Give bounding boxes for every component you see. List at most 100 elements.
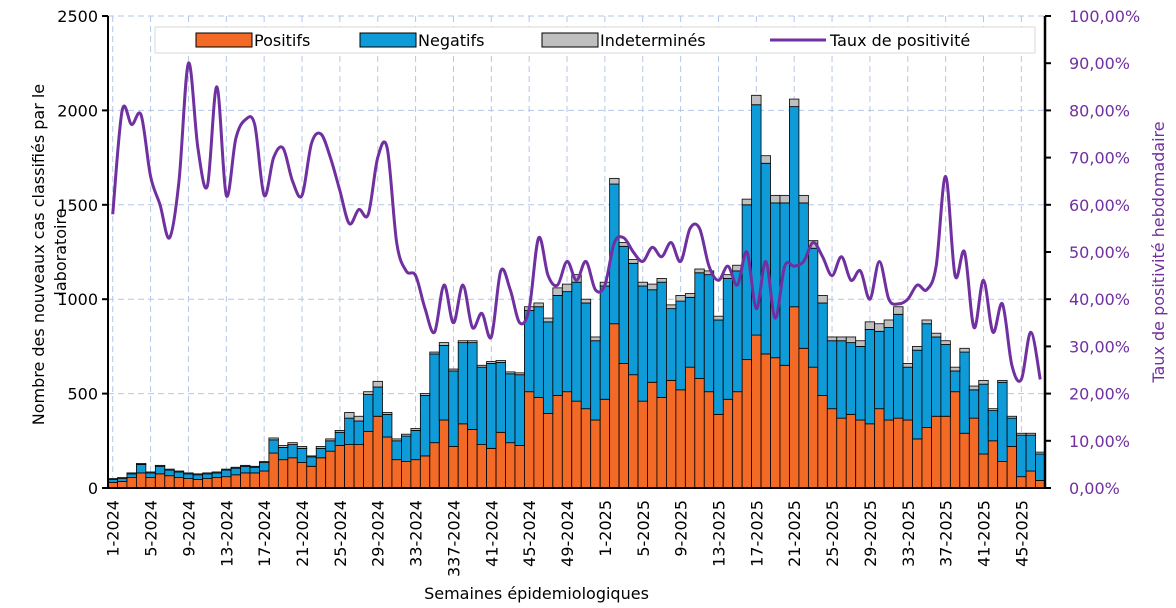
bar	[1035, 451, 1046, 455]
bar	[931, 336, 942, 417]
bar	[789, 106, 800, 308]
x-tick-label: 29-2025	[861, 500, 880, 567]
bar	[221, 468, 232, 471]
legend-swatch	[359, 32, 417, 48]
bar	[647, 289, 658, 383]
y-tick-label: 500	[67, 385, 98, 404]
bar	[457, 340, 469, 344]
bar	[874, 330, 885, 410]
bar	[486, 361, 497, 364]
bar	[315, 446, 327, 449]
bar	[959, 351, 970, 434]
bar	[363, 391, 374, 395]
bar	[817, 295, 828, 304]
bar	[845, 342, 857, 415]
x-tick-label: 33-2025	[899, 500, 918, 567]
bar	[514, 445, 525, 489]
bar	[997, 461, 1008, 489]
x-tick-label: 5-2024	[142, 500, 161, 557]
bar	[164, 475, 175, 489]
bar	[457, 342, 469, 425]
bar	[770, 357, 781, 489]
bar	[249, 465, 260, 468]
bar	[580, 302, 592, 410]
bar	[240, 464, 251, 467]
bar	[344, 417, 355, 445]
bar	[401, 435, 412, 462]
bar	[807, 247, 819, 368]
bar	[845, 413, 857, 489]
bar	[798, 202, 809, 349]
bar	[429, 353, 440, 444]
bar	[921, 323, 932, 428]
bar	[363, 430, 374, 489]
bar	[334, 430, 346, 433]
bar	[1025, 434, 1036, 472]
bar	[230, 466, 241, 469]
bar	[931, 415, 942, 489]
bar	[268, 452, 279, 489]
bar	[306, 455, 317, 458]
bar	[561, 291, 573, 393]
bar	[259, 470, 270, 489]
legend-label: Indeterminés	[600, 31, 706, 50]
bar	[987, 408, 999, 411]
bar	[154, 464, 166, 467]
y2-tick-label: 20,00%	[1069, 385, 1130, 404]
bar	[287, 444, 298, 459]
bar	[921, 319, 932, 325]
bar	[372, 386, 383, 417]
bar	[713, 315, 724, 321]
bar	[353, 420, 364, 445]
bar	[959, 347, 970, 353]
bar	[864, 423, 876, 489]
bar	[599, 285, 611, 400]
bar	[779, 364, 790, 489]
bar	[912, 349, 923, 440]
x-tick-label: 33-2024	[407, 500, 426, 567]
bar	[410, 428, 421, 431]
bar	[533, 396, 544, 489]
bar	[514, 374, 525, 446]
bar	[315, 457, 327, 489]
bar	[864, 329, 876, 425]
y2-tick-label: 10,00%	[1069, 432, 1130, 451]
bar	[684, 366, 696, 489]
bar	[429, 351, 440, 355]
bar	[419, 395, 431, 457]
bar	[798, 194, 809, 204]
bar	[940, 415, 951, 489]
bar	[694, 378, 705, 489]
x-tick-label: 9-2025	[672, 500, 691, 557]
bar	[486, 447, 497, 489]
bar	[296, 447, 308, 463]
bar	[277, 445, 289, 448]
x-tick-label: 25-2024	[331, 500, 350, 567]
legend-label: Negatifs	[418, 31, 484, 50]
bar	[192, 473, 204, 476]
bar	[561, 391, 573, 489]
bar	[145, 472, 156, 479]
bar	[817, 302, 828, 396]
bar	[1006, 415, 1018, 419]
x-tick-label: 29-2024	[369, 500, 388, 567]
bar	[259, 461, 270, 463]
bar	[836, 340, 847, 419]
bar	[315, 447, 327, 459]
bar	[628, 262, 639, 376]
bar	[618, 245, 629, 364]
bar	[353, 444, 364, 489]
bar	[590, 340, 601, 421]
bar	[675, 300, 686, 391]
bar	[789, 98, 800, 108]
y2-tick-label: 80,00%	[1069, 101, 1130, 120]
bar	[221, 469, 232, 478]
bar	[296, 446, 308, 449]
x-tick-label: 41-2024	[482, 500, 501, 567]
bar	[306, 465, 317, 489]
bar	[1025, 432, 1036, 436]
bar	[949, 370, 961, 393]
bar	[694, 272, 705, 379]
bar	[722, 278, 734, 400]
bar	[117, 478, 128, 482]
